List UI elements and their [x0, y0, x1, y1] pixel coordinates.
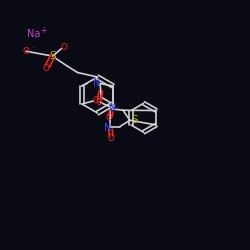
Text: Na: Na	[27, 29, 40, 39]
Text: O: O	[43, 64, 50, 73]
Text: ⁻: ⁻	[32, 47, 34, 52]
Text: O: O	[92, 96, 99, 105]
Text: N: N	[94, 78, 101, 88]
Text: O: O	[23, 47, 30, 56]
Text: +: +	[40, 26, 47, 35]
Text: O: O	[60, 43, 67, 52]
Text: O: O	[106, 113, 113, 122]
Text: S: S	[131, 115, 138, 125]
Text: S: S	[49, 51, 56, 61]
Text: N: N	[109, 103, 116, 113]
Text: O: O	[108, 134, 115, 143]
Text: O: O	[95, 98, 102, 108]
Text: N: N	[104, 123, 112, 133]
